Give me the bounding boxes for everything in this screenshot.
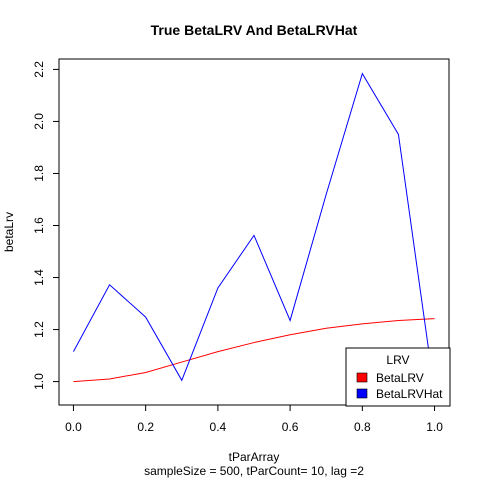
series-line-betalrvhat xyxy=(73,72,436,393)
x-axis-label: tParArray xyxy=(229,450,280,464)
y-tick-label: 1.0 xyxy=(32,373,46,390)
x-tick-label: 0.6 xyxy=(282,420,299,434)
legend-swatch-betalrv xyxy=(356,372,368,383)
y-tick-label: 1.4 xyxy=(32,269,46,286)
legend: LRV BetaLRV BetaLRVHat xyxy=(345,347,451,407)
y-tick-label: 2.0 xyxy=(32,113,46,130)
chart-title: True BetaLRV And BetaLRVHat xyxy=(151,22,358,38)
y-axis: 1.0 1.2 1.4 1.6 1.8 2.0 2.2 xyxy=(32,61,59,390)
x-tick-label: 0.2 xyxy=(137,420,154,434)
x-tick-label: 0.4 xyxy=(210,420,227,434)
chart-subtitle: sampleSize = 500, tParCount= 10, lag =2 xyxy=(144,464,364,478)
y-tick-label: 1.6 xyxy=(32,217,46,234)
y-axis-label: betaLrv xyxy=(2,212,16,252)
legend-title: LRV xyxy=(386,353,409,367)
legend-label-betalrv: BetaLRV xyxy=(376,371,424,385)
y-tick-label: 2.2 xyxy=(32,61,46,78)
series-line-betalrv xyxy=(73,318,435,383)
y-tick-label: 1.8 xyxy=(32,165,46,182)
legend-label-betalrvhat: BetaLRVHat xyxy=(376,387,443,401)
x-tick-label: 0.0 xyxy=(65,420,82,434)
legend-swatch-betalrvhat xyxy=(356,388,368,399)
x-tick-label: 0.8 xyxy=(354,420,371,434)
y-tick-label: 1.2 xyxy=(32,321,46,338)
plot-series xyxy=(73,72,436,393)
x-tick-label: 1.0 xyxy=(426,420,443,434)
x-axis: 0.0 0.2 0.4 0.6 0.8 1.0 xyxy=(65,405,443,434)
plot-frame xyxy=(58,58,450,406)
